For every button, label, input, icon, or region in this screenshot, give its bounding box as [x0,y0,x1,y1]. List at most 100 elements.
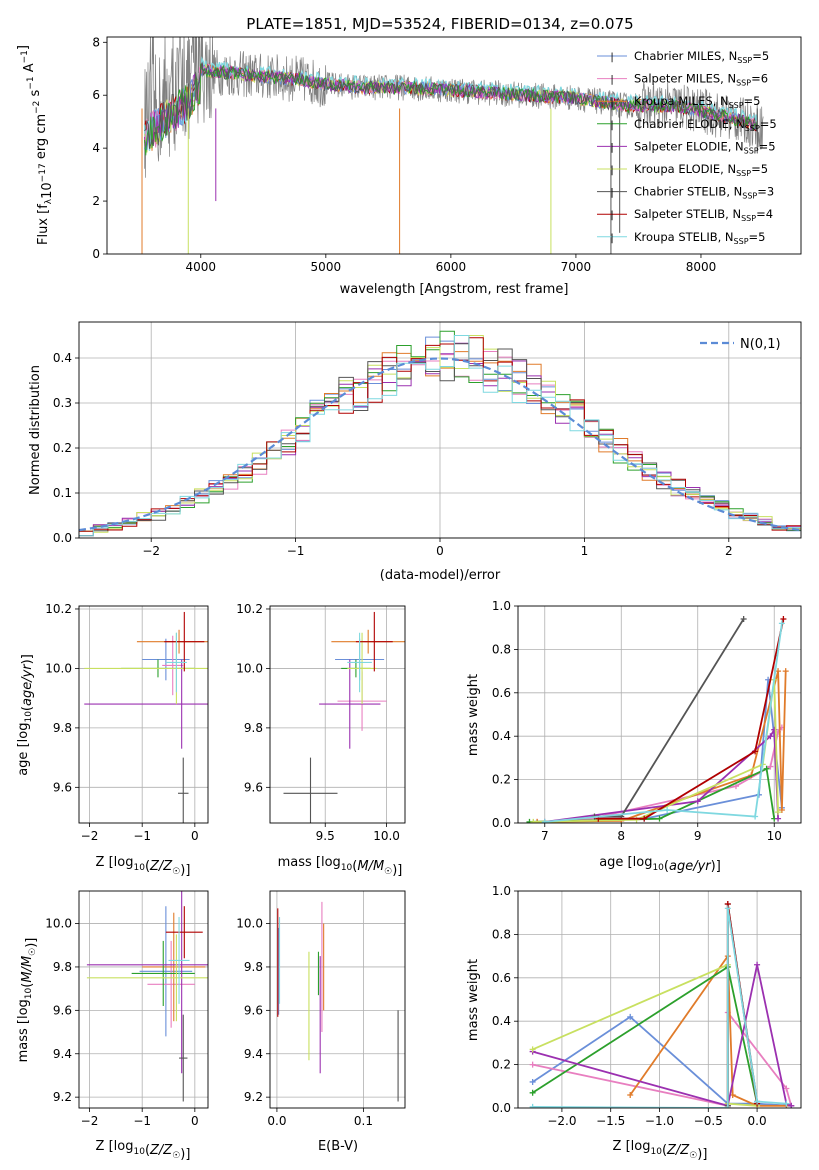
legend-entry: Kroupa STELIB, NSSP=5 [634,230,765,246]
y-tick-label: 0.6 [492,971,511,985]
y-tick-label: 0.1 [53,486,72,500]
residual-histogram-8 [79,335,801,537]
age-metallicity-panel: −2 −1 0 9.6 9.8 10.0 10.2 Z [log10(Z/Z☉)] age [l… [16,602,209,878]
x-tick-label: 8 [617,829,625,843]
y-tick-label: 2 [92,194,100,208]
weight-age-marker [767,733,774,740]
weight-age-marker [775,809,782,816]
age-ylabel-group: age [log10(age/yr)] [16,654,35,776]
mass-metallicity-panel: −2 −1 0 9.2 9.4 9.6 9.8 10.0 Z [log10(Z/Z☉)] mass… [16,890,209,1162]
y-tick-label: 0 [92,247,100,261]
weight-metallicity-marker [627,1013,634,1020]
x-tick-label: 9.5 [316,829,335,843]
weight-age-panel-plot-area [518,606,801,823]
spectrum-legend: | Chabrier MILES, NSSP=5 | Salpeter MILES, … [597,49,777,246]
weight-age-marker [641,815,648,822]
residual-xlabel: (data-model)/error [380,568,501,583]
y-tick-label: 10.2 [236,602,263,616]
x-tick-label: −1 [133,1114,151,1128]
legend-entry: Salpeter STELIB, NSSP=4 [634,207,773,223]
weight-age-panel-frame [517,605,802,824]
spectrum-panel: 4000 5000 6000 7000 8000 0 2 4 6 8 | Chabrier MILES… [16,35,802,297]
y-tick-label: 10.2 [45,602,72,616]
weight-metallicity-marker [529,1103,536,1108]
x-tick-label: −1 [133,829,151,843]
mass-extinction-panel-plot-area [270,891,405,1108]
y-tick-label: 0.8 [492,927,511,941]
x-tick-label: −1.5 [596,1114,625,1128]
legend-marker: | [610,120,613,131]
mass-ylabel-group: mass [log10(M/M☉)] [16,938,39,1063]
weight-metallicity-series-1 [532,1009,793,1107]
weight-metallicity-marker [529,1089,536,1096]
x-tick-label: −1.0 [645,1114,674,1128]
legend-marker: | [610,97,613,108]
weight-age-marker [763,765,770,772]
weight-metallicity-ylabel: mass weight [466,959,481,1041]
residual-histogram-5 [79,335,801,533]
x-tick-label: −1 [287,544,305,558]
x-tick-label: 0 [191,829,199,843]
legend-marker: | [610,210,613,221]
age-metallicity-panel-plot-area [79,606,208,823]
y-tick-label: 9.8 [53,960,72,974]
legend-entry: Salpeter ELODIE, NSSP=5 [634,139,776,155]
weight-age-series-1 [537,726,783,823]
legend-entry: Chabrier STELIB, NSSP=3 [634,185,774,201]
legend-marker: | [610,233,613,244]
mass-extinction-panel-frame [269,890,406,1109]
x-tick-label: −2.0 [547,1114,576,1128]
weight-age-marker [780,616,787,623]
weight-metallicity-marker [754,1098,761,1105]
x-tick-label: 0 [436,544,444,558]
x-tick-label: 0.0 [748,1114,767,1128]
mass-extinction-panel: 0.0 0.1 9.2 9.4 9.6 9.8 10.0 E(B-V) [236,890,406,1154]
age-mass-xlabel: mass [log10(M/M☉)] [278,855,403,878]
y-tick-label: 9.6 [53,1003,72,1017]
x-tick-label: 0.0 [267,1114,286,1128]
y-tick-label: 10.0 [236,917,263,931]
weight-metallicity-marker [724,1105,731,1108]
weight-age-marker [767,763,774,770]
weight-metallicity-marker [529,1046,536,1053]
legend-entry: Salpeter MILES, NSSP=6 [634,72,768,88]
weight-metallicity-panel-frame [517,890,802,1109]
weight-age-marker [732,783,739,790]
residual-histogram-6 [79,343,801,537]
weight-age-marker [778,620,785,627]
mass-extinction-xlabel: E(B-V) [318,1139,358,1154]
legend-marker: | [610,165,613,176]
x-tick-label: 6000 [436,260,467,274]
weight-metallicity-marker [783,1100,790,1107]
weight-age-ylabel: mass weight [466,674,481,756]
weight-age-series-6 [594,618,745,818]
y-tick-label: 0.6 [492,686,511,700]
mass-metallicity-xlabel: Z [log10(Z/Z☉)] [96,1139,191,1162]
residual-ylabel: Normed distribution [28,365,43,495]
y-tick-label: 0.2 [53,441,72,455]
y-tick-label: 10.0 [236,661,263,675]
x-tick-label: 10.0 [373,829,400,843]
normal-reference-curve [79,357,801,532]
x-tick-label: −0.5 [694,1114,723,1128]
x-tick-label: 1 [581,544,589,558]
y-tick-label: 10.0 [45,661,72,675]
y-tick-label: 10.0 [45,917,72,931]
weight-age-marker [778,806,785,813]
weight-metallicity-marker [627,1091,634,1098]
weight-age-panel: 7 8 9 10 0.0 0.2 0.4 0.6 0.8 1.0 age [log10(age/yr… [466,599,802,874]
age-mass-panel-plot-area [270,606,405,823]
y-tick-label: 0.2 [492,1058,511,1072]
weight-age-marker [530,818,537,823]
weight-age-marker [752,748,759,755]
y-tick-label: 6 [92,88,100,102]
weight-age-series-8 [544,623,783,823]
x-tick-label: 9 [694,829,702,843]
residual-panel-plot-area [79,322,801,538]
age-ylabel: age [log10(age/yr)] [16,654,35,776]
reference-legend-label: N(0,1) [740,337,781,352]
weight-age-marker [740,616,747,623]
y-tick-label: 0.8 [492,642,511,656]
y-tick-label: 9.8 [53,721,72,735]
